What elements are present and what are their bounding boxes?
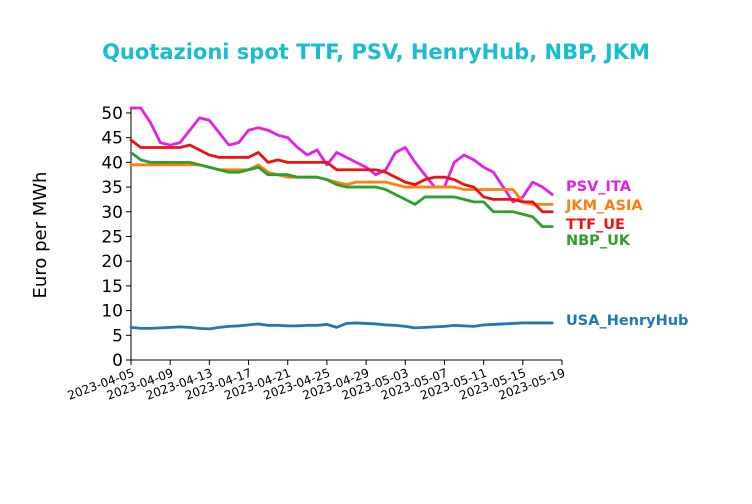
y-tick-label: 35 (101, 178, 123, 198)
y-tick-label: 45 (101, 129, 123, 149)
chart-title: Quotazioni spot TTF, PSV, HenryHub, NBP,… (102, 40, 650, 64)
series-lines (129, 106, 554, 331)
series-line-psv-ita (129, 106, 554, 204)
y-axis-label: Euro per MWh (30, 172, 51, 299)
series-line-nbp-uk (129, 151, 554, 228)
y-tick-label: 20 (101, 252, 123, 272)
y-tick-label: 15 (101, 277, 123, 297)
series-line-usa-henryhub (129, 321, 554, 331)
y-tick-label: 40 (101, 153, 123, 173)
y-tick-label: 10 (101, 302, 123, 322)
y-tick-label: 50 (101, 104, 123, 124)
y-tick-label: 30 (101, 203, 123, 223)
y-tick-label: 5 (112, 326, 123, 346)
series-label-usa-henryhub: USA_HenryHub (566, 313, 688, 329)
series-label-psv-ita: PSV_ITA (566, 179, 632, 195)
series-label-jkm-asia: JKM_ASIA (565, 198, 643, 214)
y-tick-label: 25 (101, 227, 123, 247)
series-line-ttf-ue (129, 138, 554, 214)
series-label-ttf-ue: TTF_UE (566, 217, 625, 233)
series-label-nbp-uk: NBP_UK (566, 233, 631, 249)
y-tick-label: 0 (112, 351, 123, 371)
